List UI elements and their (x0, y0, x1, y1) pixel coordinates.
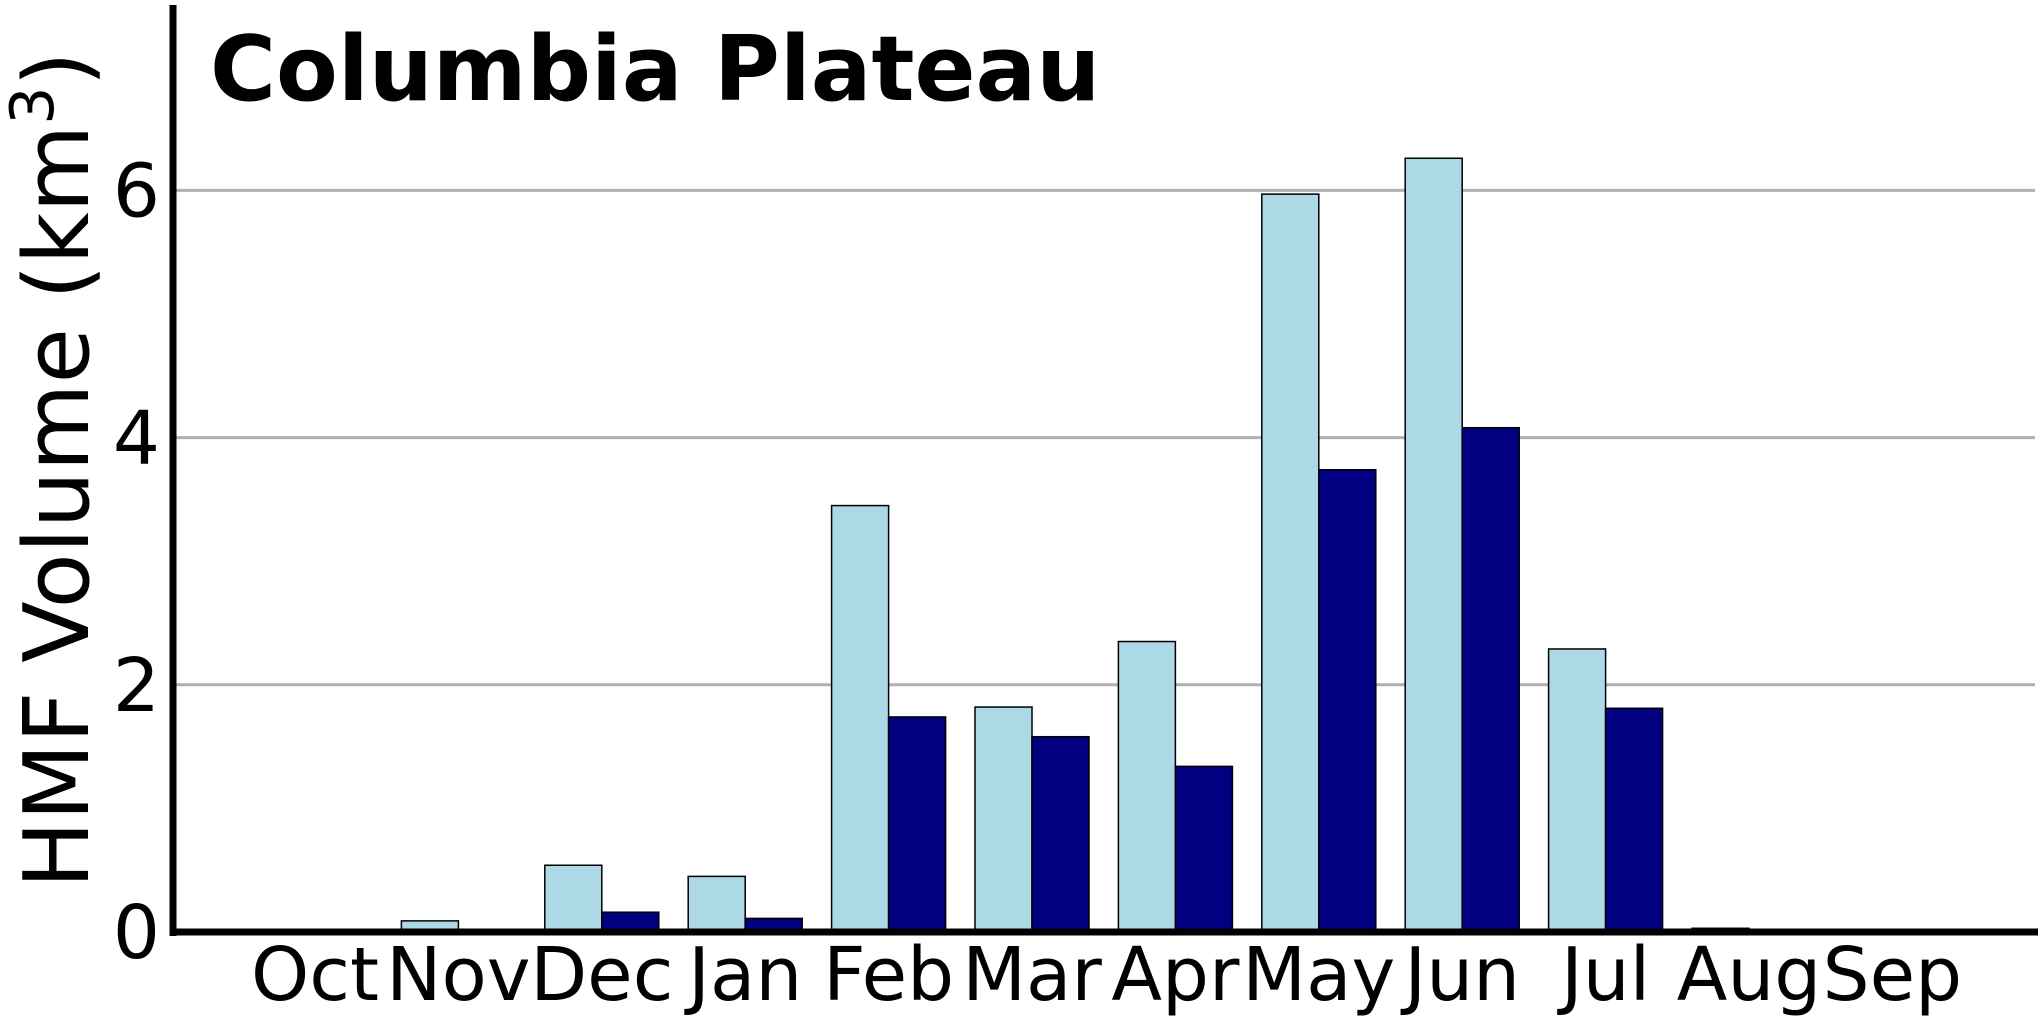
y-tick-label: 2 (113, 643, 160, 729)
y-tick-label: 4 (113, 396, 160, 482)
x-tick-labels: Oct Nov Dec Jan Feb Mar Apr May Jun Jul Aug Sep (251, 932, 1962, 1018)
y-tick-label: 6 (113, 148, 160, 234)
x-tick-label-dec: Dec (530, 932, 673, 1018)
y-axis-title: HMF Volume (km3) (0, 51, 110, 888)
bar-jul-series-2 (1604, 707, 1664, 933)
bars (400, 157, 1750, 933)
bar-apr-series-2 (1174, 765, 1234, 933)
y-axis-title-close: ) (5, 51, 110, 86)
bar-jan-series-1 (687, 875, 746, 933)
x-tick-label-feb: Feb (823, 932, 954, 1018)
grid-lines (173, 188, 2035, 687)
x-tick-label-oct: Oct (251, 932, 379, 1018)
y-axis-title-main: HMF Volume (km (5, 125, 110, 889)
bar-may-series-2 (1318, 468, 1377, 933)
chart-title: Columbia Plateau (210, 17, 1100, 122)
y-axis-title-superscript: 3 (0, 86, 68, 124)
y-tick-label: 0 (113, 890, 160, 976)
x-tick-label-aug: Aug (1677, 932, 1822, 1018)
bar-jul-series-1 (1547, 648, 1607, 933)
bar-dec-series-1 (544, 864, 603, 933)
axes (169, 5, 2038, 936)
y-tick-labels: 0 2 4 6 (113, 148, 160, 976)
x-tick-label-mar: Mar (962, 932, 1102, 1018)
bar-feb-series-2 (887, 716, 947, 933)
x-tick-label-nov: Nov (386, 932, 530, 1018)
x-tick-label-sep: Sep (1823, 932, 1962, 1018)
x-tick-label-jan: Jan (684, 932, 802, 1018)
bar-mar-series-1 (974, 706, 1033, 933)
x-tick-label-apr: Apr (1111, 932, 1240, 1018)
x-tick-label-may: May (1242, 932, 1395, 1018)
bar-jun-series-1 (1404, 157, 1463, 933)
bar-may-series-1 (1261, 193, 1320, 933)
bar-jun-series-2 (1461, 426, 1520, 933)
x-tick-label-jul: Jul (1557, 932, 1650, 1018)
bar-mar-series-2 (1031, 735, 1090, 933)
bar-feb-series-1 (830, 504, 890, 933)
x-tick-label-jun: Jun (1400, 932, 1520, 1018)
bar-apr-series-1 (1117, 640, 1177, 933)
